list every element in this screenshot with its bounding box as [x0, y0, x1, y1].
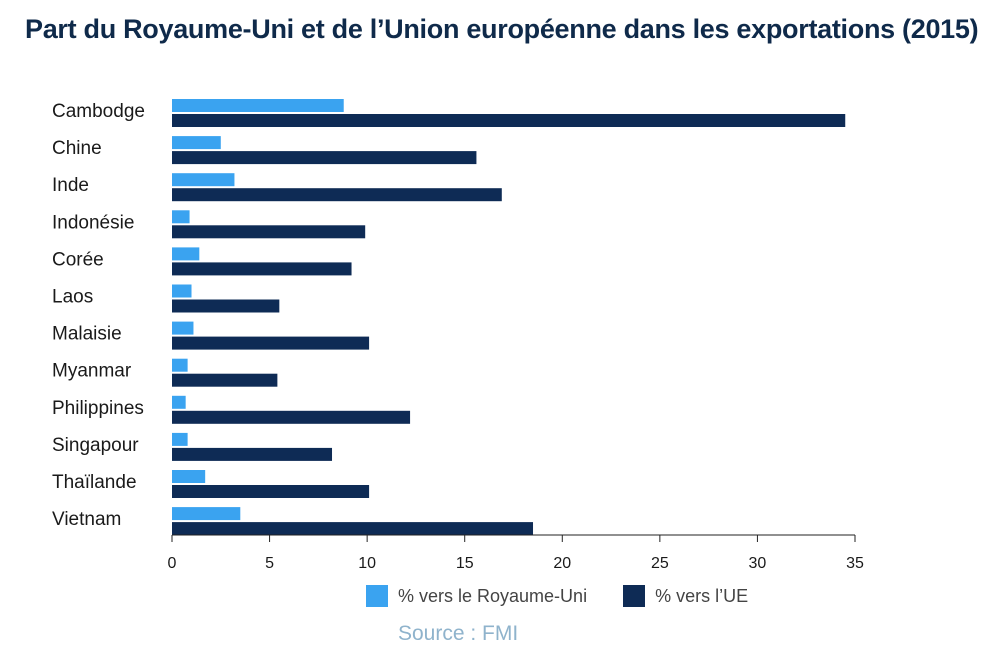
- bar-uk: [172, 210, 190, 224]
- legend-swatch-uk: [366, 585, 388, 607]
- bar-uk: [172, 284, 192, 298]
- x-tick-label: 5: [265, 555, 274, 572]
- category-label: Vietnam: [52, 509, 121, 530]
- bar-eu: [172, 262, 352, 276]
- bar-eu: [172, 114, 846, 127]
- category-label: Philippines: [52, 398, 144, 419]
- category-label: Indonésie: [52, 212, 134, 233]
- bar-uk: [172, 247, 200, 261]
- bar-eu: [172, 410, 411, 424]
- x-tick-label: 0: [168, 555, 177, 572]
- category-label: Singapour: [52, 435, 139, 456]
- bar-uk: [172, 321, 194, 335]
- bar-uk: [172, 99, 344, 112]
- x-tick-label: 15: [456, 555, 474, 572]
- category-label: Corée: [52, 249, 104, 270]
- category-label: Cambodge: [52, 101, 145, 122]
- bar-eu: [172, 225, 366, 239]
- bar-eu: [172, 522, 534, 536]
- bar-uk: [172, 507, 241, 521]
- bar-eu: [172, 299, 280, 313]
- category-label: Chine: [52, 138, 102, 159]
- x-tick-label: 20: [553, 555, 571, 572]
- bar-eu: [172, 373, 278, 387]
- bar-eu: [172, 447, 333, 461]
- category-label: Malaisie: [52, 324, 122, 345]
- category-label: Thaïlande: [52, 472, 137, 493]
- category-label: Inde: [52, 175, 89, 196]
- chart-title: Part du Royaume-Uni et de l’Union europé…: [25, 14, 979, 44]
- category-label: Myanmar: [52, 361, 132, 382]
- x-tick-label: 35: [846, 555, 864, 572]
- bar-uk: [172, 395, 186, 409]
- category-label: Laos: [52, 287, 93, 308]
- bar-eu: [172, 188, 502, 202]
- x-tick-label: 10: [358, 555, 376, 572]
- legend-item-uk: % vers le Royaume-Uni: [366, 585, 587, 607]
- bar-uk: [172, 358, 188, 372]
- bar-eu: [172, 151, 477, 165]
- bar-uk: [172, 470, 206, 483]
- source-note: Source : FMI: [398, 622, 519, 645]
- bar-eu: [172, 485, 370, 498]
- x-tick-label: 25: [651, 555, 669, 572]
- legend-label-eu: % vers l’UE: [655, 585, 749, 606]
- x-tick-label: 30: [749, 555, 767, 572]
- bar-uk: [172, 136, 221, 150]
- legend-label-uk: % vers le Royaume-Uni: [398, 585, 588, 606]
- bar-eu: [172, 336, 370, 350]
- legend: % vers le Royaume-Uni % vers l’UE: [366, 585, 784, 607]
- bar-uk: [172, 432, 188, 446]
- legend-swatch-eu: [623, 585, 646, 607]
- bar-uk: [172, 173, 235, 187]
- legend-item-eu: % vers l’UE: [623, 585, 748, 607]
